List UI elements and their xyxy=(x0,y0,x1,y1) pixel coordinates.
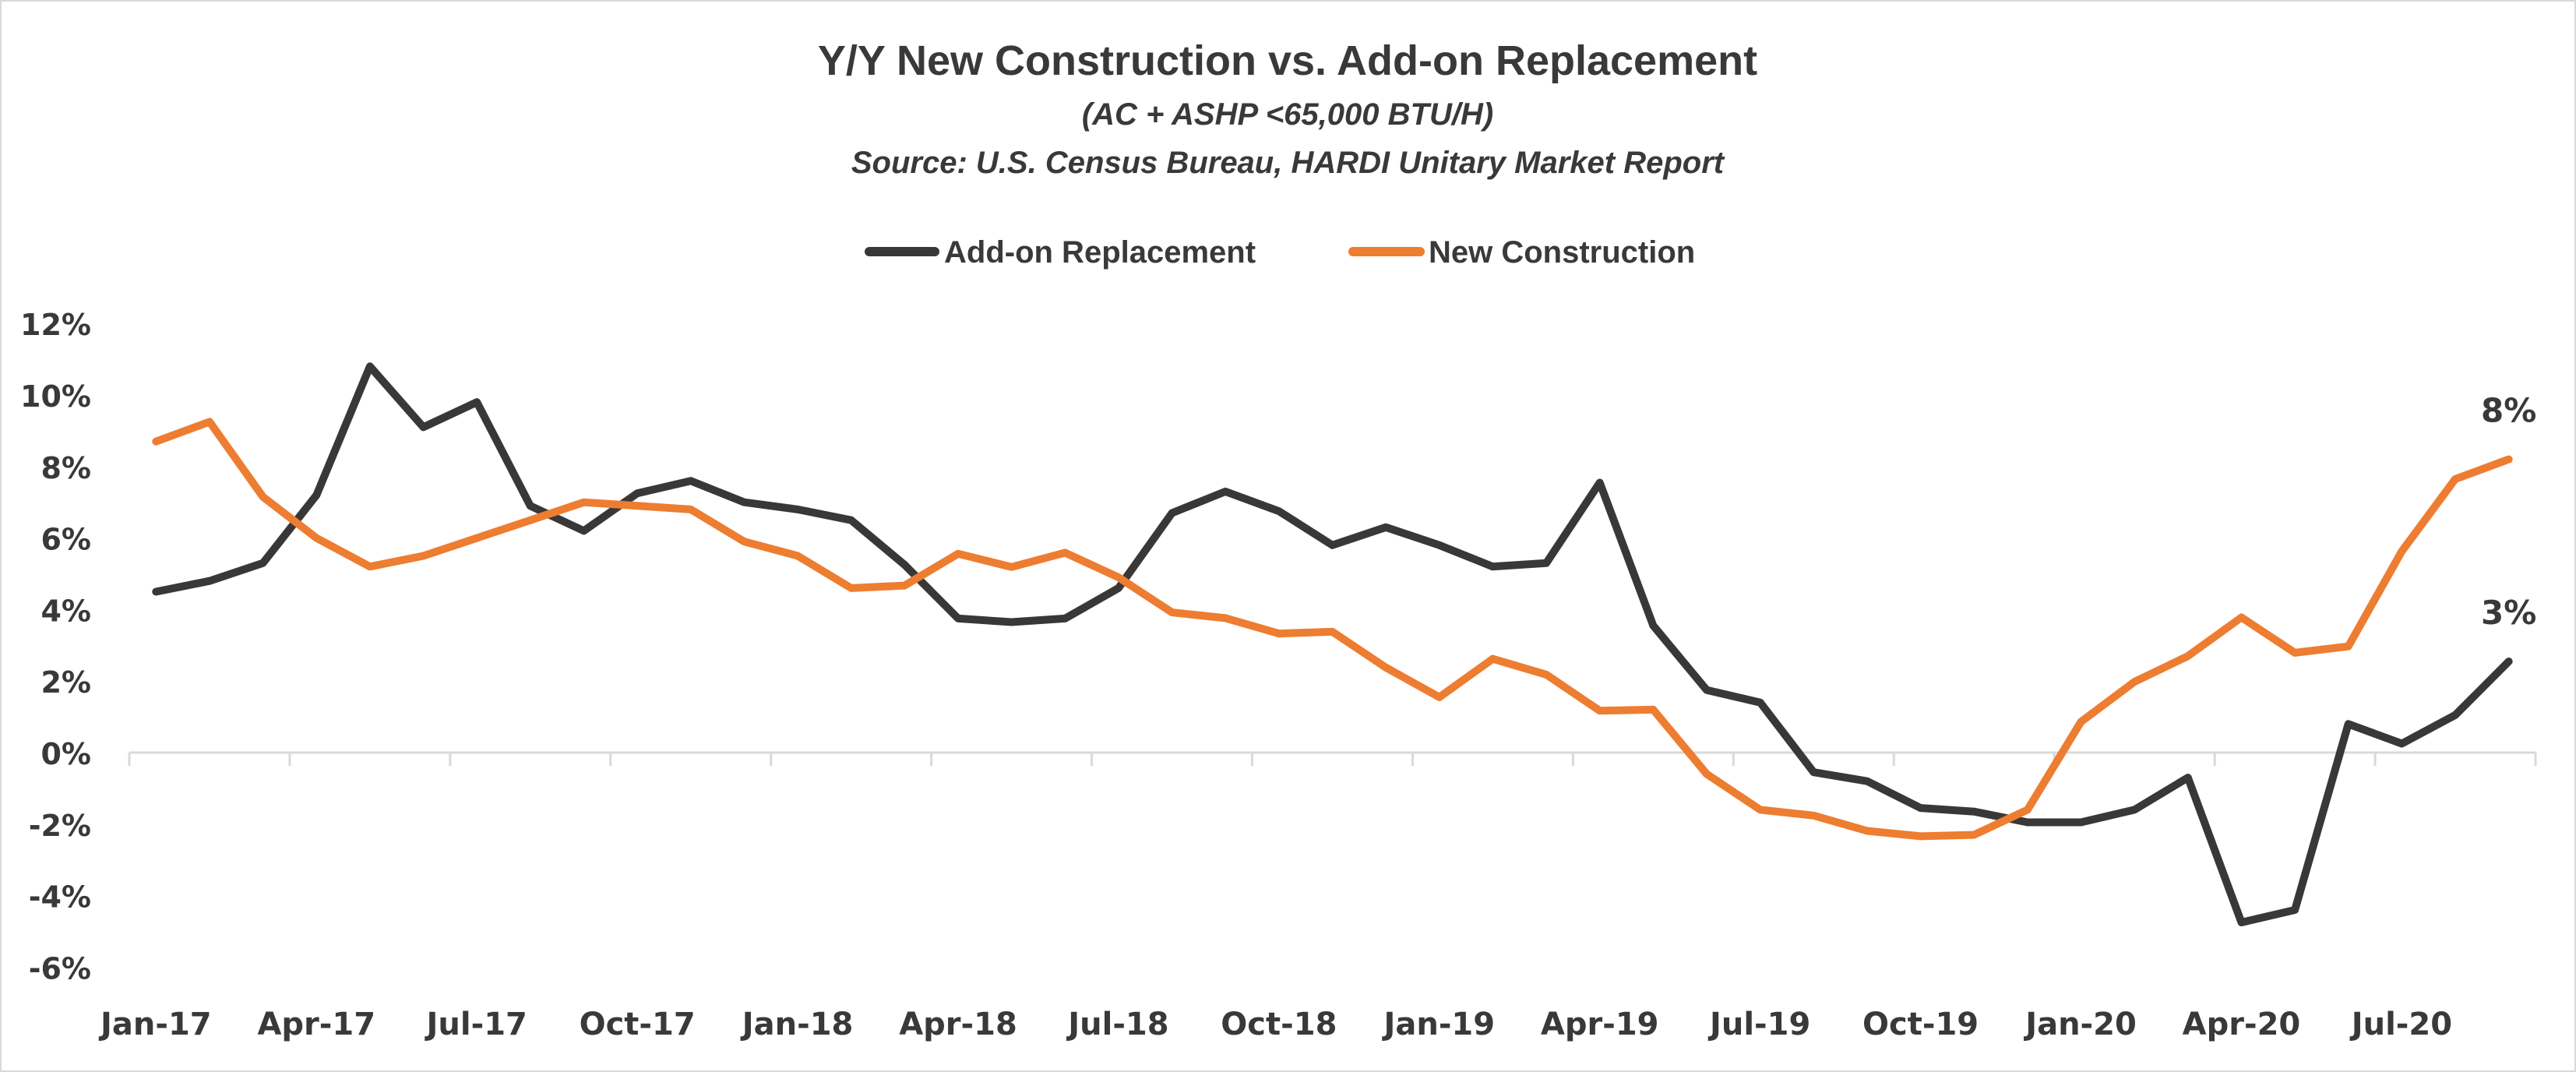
x-tick-label: Jan-19 xyxy=(1381,1007,1495,1042)
x-tick-label: Apr-18 xyxy=(899,1007,1017,1042)
x-axis: Jan-17 Apr-17 Jul-17 Oct-17 Jan-18 Apr-18 Jul-… xyxy=(98,751,2537,1042)
data-labels: 3% 8% xyxy=(2481,392,2536,632)
y-tick-label: -6% xyxy=(29,951,91,986)
y-tick-label: -2% xyxy=(29,809,91,843)
chart-subtitle: (AC + ASHP <65,000 BTU/H) xyxy=(1082,97,1493,132)
x-tick-label: Jan-17 xyxy=(98,1007,212,1042)
x-tick-label: Oct-18 xyxy=(1221,1007,1337,1042)
y-axis: 12% 10% 8% 6% 4% 2% 0% -2% -4% -6% xyxy=(20,308,91,986)
y-tick-label: 6% xyxy=(41,523,91,557)
series-line-add-on-replacement xyxy=(152,362,2513,926)
end-label-add-on-replacement: 3% xyxy=(2481,594,2536,632)
chart-title: Y/Y New Construction vs. Add-on Replacem… xyxy=(818,37,1757,84)
y-tick-label: 0% xyxy=(41,737,91,771)
x-tick-label: Apr-17 xyxy=(257,1007,375,1042)
x-tick-label: Jan-20 xyxy=(2023,1007,2137,1042)
legend-label-add-on-replacement: Add-on Replacement xyxy=(944,235,1256,270)
x-tick-label: Oct-17 xyxy=(580,1007,696,1042)
x-tick-label: Apr-19 xyxy=(1541,1007,1659,1042)
x-tick-label: Oct-19 xyxy=(1862,1007,1979,1042)
y-tick-label: 12% xyxy=(20,308,91,342)
legend-label-new-construction: New Construction xyxy=(1429,235,1695,270)
x-tick-label: Jan-18 xyxy=(740,1007,854,1042)
end-label-new-construction: 8% xyxy=(2481,392,2536,430)
y-tick-label: 4% xyxy=(41,594,91,628)
series-group xyxy=(152,362,2513,926)
y-tick-label: -4% xyxy=(29,880,91,915)
y-tick-label: 2% xyxy=(41,665,91,700)
x-tick-label: Jul-17 xyxy=(425,1007,527,1042)
x-tick-label: Apr-20 xyxy=(2183,1007,2301,1042)
x-tick-label: Jul-20 xyxy=(2349,1007,2452,1042)
y-tick-label: 10% xyxy=(20,379,91,414)
x-tick-label: Jul-19 xyxy=(1707,1007,1810,1042)
chart-source: Source: U.S. Census Bureau, HARDI Unitar… xyxy=(851,146,1725,180)
series-line-new-construction xyxy=(152,418,2513,841)
y-tick-label: 8% xyxy=(41,451,91,485)
x-tick-label: Jul-18 xyxy=(1066,1007,1168,1042)
legend: Add-on Replacement New Construction xyxy=(865,235,1695,270)
